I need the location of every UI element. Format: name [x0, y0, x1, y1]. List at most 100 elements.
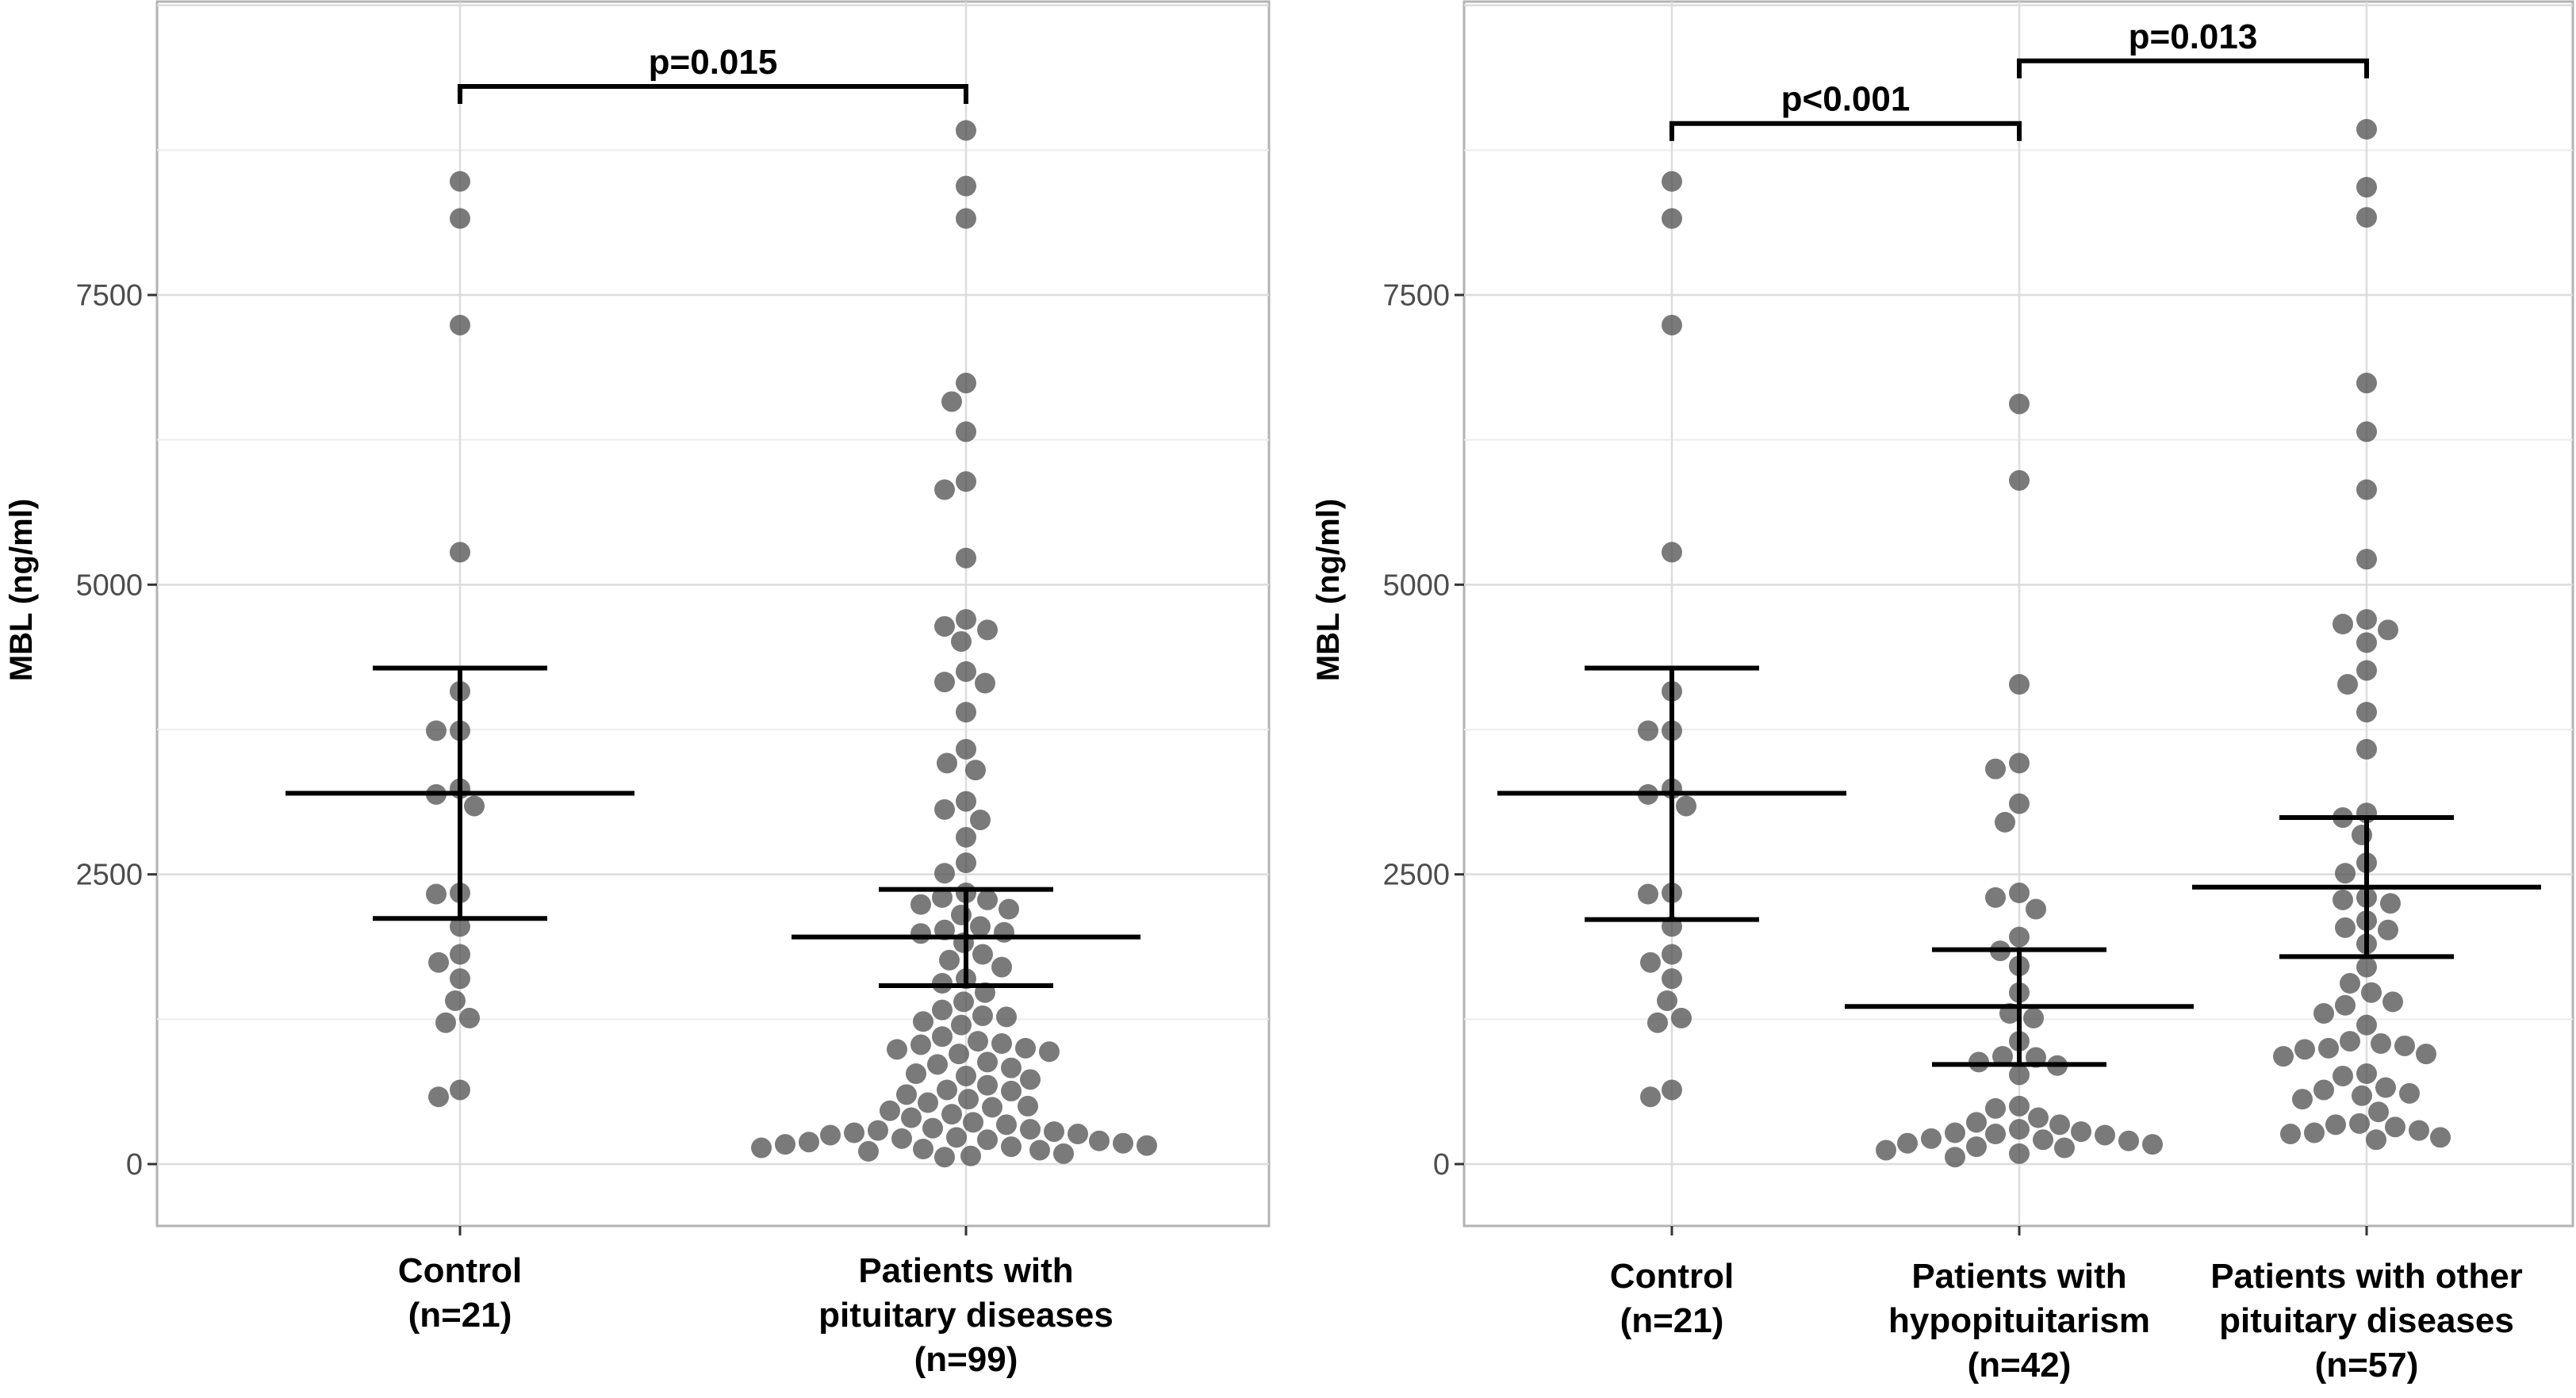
data-point — [922, 1117, 943, 1139]
data-point — [937, 1079, 957, 1101]
data-point — [977, 1074, 998, 1096]
data-point — [751, 1137, 772, 1159]
data-point — [2356, 609, 2377, 630]
data-point — [1985, 1097, 2006, 1119]
data-point — [2356, 956, 2377, 978]
x-category-label: pituitary diseases — [2219, 1301, 2514, 1340]
y-tick-label: 7500 — [1382, 279, 1450, 312]
data-point — [991, 956, 1012, 978]
p-value-label: p=0.013 — [2129, 17, 2258, 56]
data-point — [2375, 1077, 2396, 1098]
data-point — [426, 883, 447, 905]
data-point — [2318, 1037, 2339, 1059]
y-tick-label: 5000 — [1382, 569, 1450, 602]
data-point — [970, 916, 991, 937]
data-point — [1638, 883, 1658, 905]
data-point — [918, 1092, 938, 1113]
data-point — [996, 1114, 1017, 1136]
data-point — [2335, 994, 2356, 1016]
data-point — [2333, 1065, 2353, 1086]
data-point — [891, 1128, 912, 1149]
data-point — [1640, 952, 1661, 973]
data-point — [2356, 632, 2377, 653]
data-point — [963, 1112, 983, 1133]
data-point — [977, 1129, 998, 1151]
data-point — [1018, 1095, 1038, 1116]
data-point — [977, 889, 998, 910]
data-point — [2337, 674, 2358, 695]
data-point — [977, 1051, 998, 1073]
data-point — [868, 1120, 888, 1141]
data-point — [1662, 944, 1682, 965]
data-point — [1657, 990, 1677, 1011]
data-point — [1647, 1012, 1668, 1033]
x-category-label: pituitary diseases — [818, 1296, 1114, 1335]
data-point — [934, 479, 955, 500]
data-point — [951, 904, 972, 925]
data-point — [1001, 1080, 1022, 1101]
data-point — [2335, 917, 2356, 938]
data-point — [1640, 1086, 1661, 1108]
data-point — [1992, 1046, 2013, 1067]
data-point — [982, 1097, 1002, 1118]
data-point — [844, 1122, 864, 1143]
data-point — [956, 661, 976, 682]
data-point — [991, 1033, 1012, 1055]
data-point — [426, 720, 447, 741]
data-point — [1945, 1147, 1965, 1168]
data-point — [1068, 1124, 1088, 1145]
data-point — [1966, 1136, 1987, 1158]
data-point — [2356, 702, 2377, 723]
data-point — [2378, 919, 2398, 940]
x-category-label: (n=21) — [408, 1296, 512, 1335]
data-point — [2325, 1114, 2346, 1136]
data-point — [2356, 207, 2377, 228]
data-point — [956, 373, 976, 394]
significance-bracket — [2017, 58, 2369, 79]
y-tick-label: 7500 — [75, 279, 143, 312]
data-point — [880, 1100, 900, 1121]
data-point — [2356, 421, 2377, 442]
data-point — [958, 1089, 979, 1110]
data-point — [934, 799, 955, 820]
data-point — [858, 1140, 879, 1162]
data-point — [934, 672, 955, 693]
data-point — [2023, 1007, 2044, 1028]
data-point — [999, 898, 1019, 920]
data-point — [970, 809, 991, 830]
data-point — [934, 1147, 955, 1168]
data-point — [934, 863, 955, 884]
data-point — [956, 471, 976, 492]
data-point — [820, 1124, 841, 1146]
data-point — [2366, 1129, 2386, 1151]
data-point — [972, 944, 993, 965]
data-point — [2356, 1063, 2377, 1085]
x-category-label: Patients with — [1911, 1257, 2126, 1296]
data-point — [2356, 119, 2377, 140]
y-tick-label: 5000 — [75, 569, 143, 602]
data-point — [2380, 893, 2401, 914]
data-point — [450, 916, 470, 937]
data-point — [953, 991, 974, 1013]
data-point — [2009, 1143, 2030, 1164]
data-point — [932, 1026, 953, 1048]
data-point — [2399, 1082, 2420, 1104]
y-axis-label: MBL (ng/ml) — [1311, 499, 1346, 681]
data-point — [946, 1127, 967, 1148]
data-point — [941, 1104, 962, 1125]
data-point — [2382, 991, 2403, 1013]
data-point — [2356, 1014, 2377, 1036]
p-value-label: p<0.001 — [1781, 80, 1911, 119]
data-point — [2049, 1114, 2070, 1136]
data-point — [2356, 177, 2377, 198]
data-point — [2356, 373, 2377, 394]
data-point — [972, 1005, 993, 1026]
data-point — [1662, 208, 1682, 229]
data-point — [977, 619, 998, 641]
data-point — [1638, 720, 1658, 741]
x-category-label: Control — [1610, 1257, 1734, 1296]
data-point — [2394, 1035, 2415, 1056]
data-point — [2385, 1116, 2405, 1138]
data-point — [1662, 1079, 1682, 1101]
